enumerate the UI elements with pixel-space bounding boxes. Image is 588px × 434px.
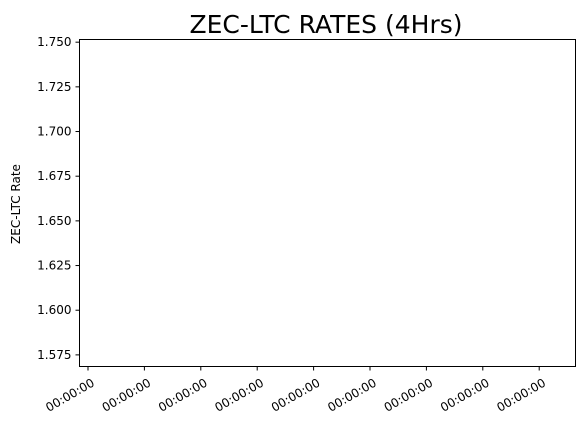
x-tick-label: 00:00:00 [212,376,266,415]
y-axis-label: ZEC-LTC Rate [9,164,23,244]
y-tick-label: 1.750 [37,35,71,49]
y-tick-label: 1.725 [37,80,71,94]
x-tick-label: 00:00:00 [325,376,379,415]
x-tick-label: 00:00:00 [382,376,436,415]
x-tick-label: 00:00:00 [494,376,548,415]
plot-area-frame [79,39,576,367]
y-tick-label: 1.675 [37,169,71,183]
y-tick-label: 1.700 [37,125,71,139]
y-axis-ticks: 1.575 1.600 1.625 1.650 1.675 1.700 1.725 1.750 [37,35,80,362]
x-axis-ticks: 00:00:00 00:00:00 00:00:00 00:00:00 00:00:00… [43,366,548,415]
x-tick-label: 00:00:00 [156,376,210,415]
x-tick-label: 00:00:00 [269,376,323,415]
y-tick-label: 1.575 [37,348,71,362]
y-tick-label: 1.650 [37,214,71,228]
x-tick-label: 00:00:00 [100,376,154,415]
chart-title: ZEC-LTC RATES (4Hrs) [189,10,462,39]
x-tick-label: 00:00:00 [438,376,492,415]
y-tick-label: 1.625 [37,259,71,273]
y-tick-label: 1.600 [37,303,71,317]
x-tick-label: 00:00:00 [43,376,97,415]
